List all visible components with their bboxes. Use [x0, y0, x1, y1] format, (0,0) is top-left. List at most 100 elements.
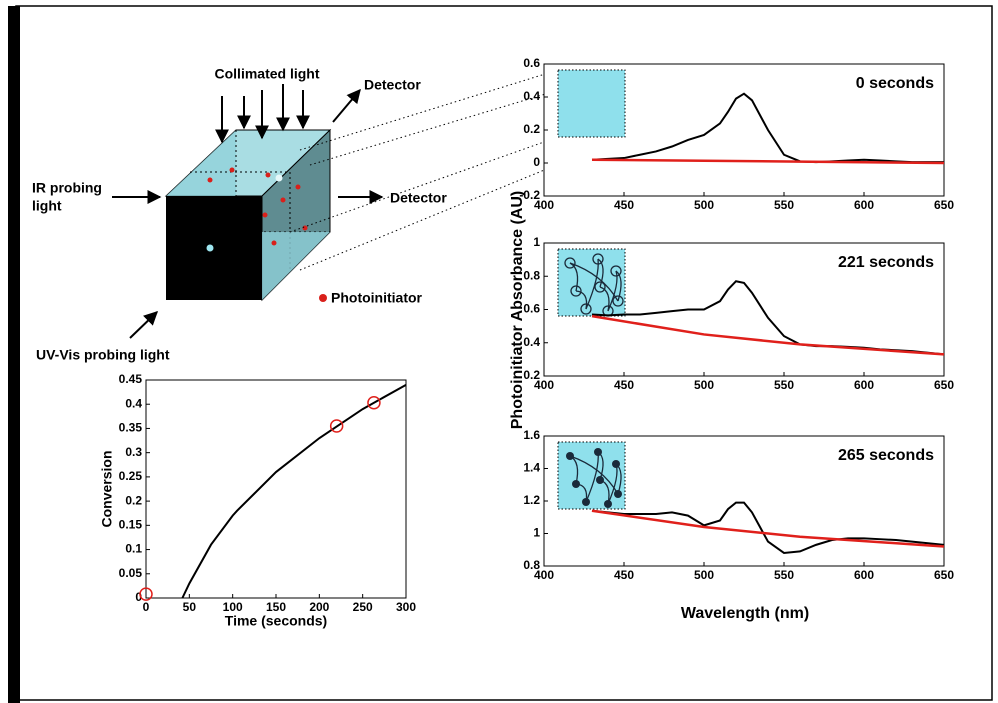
arrows [112, 84, 384, 339]
y-tick-label: 0.4 [523, 89, 540, 103]
y-tick-label: 1.4 [523, 461, 540, 475]
x-tick-label: 50 [183, 600, 197, 614]
x-tick-label: 500 [694, 568, 714, 582]
label: Collimated light [215, 66, 320, 82]
x-tick-label: 550 [774, 198, 794, 212]
data-line [591, 314, 945, 356]
data-point [367, 396, 381, 410]
x-tick-label: 450 [614, 198, 634, 212]
y-tick-label: 0.4 [523, 335, 540, 349]
y-tick-label: 0.4 [125, 396, 142, 410]
legend-dot [319, 294, 327, 302]
y-axis-label: Conversion [99, 450, 115, 527]
crosslink [596, 476, 604, 484]
label: Detector [390, 190, 447, 206]
data-line [591, 509, 945, 548]
strand [569, 455, 619, 495]
y-tick-label: 0.3 [125, 445, 142, 459]
left-bar [8, 6, 20, 703]
y-axis-label: Photoinitiator Absorbance (AU) [509, 191, 526, 430]
y-tick-label: 0.2 [125, 493, 142, 507]
crosslink [572, 480, 580, 488]
y-tick-label: 0.2 [523, 368, 540, 382]
x-tick-label: 500 [694, 378, 714, 392]
coil [594, 281, 606, 293]
cube [164, 128, 332, 302]
y-tick-label: 0.8 [523, 558, 540, 572]
inset [557, 248, 626, 317]
y-tick-label: 0.6 [523, 56, 540, 70]
y-tick-label: 1 [533, 235, 540, 249]
plot-area [145, 379, 407, 599]
crosslink [614, 490, 622, 498]
x-tick-label: 200 [309, 600, 329, 614]
y-tick-label: 0.25 [119, 469, 143, 483]
data-line [591, 158, 945, 165]
x-axis-label: Time (seconds) [225, 613, 327, 629]
x-tick-label: 450 [614, 378, 634, 392]
strand [585, 451, 599, 503]
coil [610, 265, 622, 277]
inset [557, 69, 626, 138]
y-tick-label: 0 [135, 590, 142, 604]
strand [575, 290, 588, 310]
x-tick-label: 650 [934, 378, 954, 392]
data-point [139, 587, 153, 601]
chart-title: 221 seconds [838, 254, 934, 271]
strand [599, 286, 610, 312]
x-tick-label: 550 [774, 568, 794, 582]
coil [570, 285, 582, 297]
y-tick-label: 0.8 [523, 268, 540, 282]
x-tick-label: 600 [854, 198, 874, 212]
x-tick-label: 400 [534, 568, 554, 582]
y-tick-label: -0.2 [519, 188, 540, 202]
x-tick-label: 600 [854, 378, 874, 392]
x-tick-label: 150 [266, 600, 286, 614]
x-tick-label: 400 [534, 378, 554, 392]
x-tick-label: 550 [774, 378, 794, 392]
y-tick-label: 0.1 [125, 542, 142, 556]
network-sketch [566, 448, 622, 508]
chart-title: 0 seconds [856, 75, 934, 92]
x-tick-label: 500 [694, 198, 714, 212]
chart-title: 265 seconds [838, 447, 934, 464]
x-tick-label: 650 [934, 568, 954, 582]
crosslink [604, 500, 612, 508]
x-tick-label: 100 [223, 600, 243, 614]
y-tick-label: 0.05 [119, 566, 143, 580]
x-tick-label: 450 [614, 568, 634, 582]
y-tick-label: 0 [533, 155, 540, 169]
y-tick-label: 0.2 [523, 122, 540, 136]
y-tick-label: 0.35 [119, 421, 143, 435]
data-line [591, 92, 944, 164]
crosslink [582, 498, 590, 506]
label: Photoinitiator [331, 290, 423, 306]
y-tick-label: 0.15 [119, 518, 143, 532]
y-tick-label: 1.6 [523, 428, 540, 442]
x-tick-label: 600 [854, 568, 874, 582]
label: UV-Vis probing light [36, 347, 170, 363]
x-tick-label: 250 [353, 600, 373, 614]
label: IR probing [32, 180, 102, 196]
x-axis-label: Wavelength (nm) [681, 605, 809, 622]
inset [557, 441, 626, 510]
y-tick-label: 1 [533, 526, 540, 540]
strand [607, 463, 618, 505]
data-point [329, 419, 344, 433]
strand [585, 258, 599, 310]
label: Detector [364, 77, 421, 93]
y-tick-label: 0.6 [523, 302, 540, 316]
strand [597, 258, 604, 288]
y-tick-label: 1.2 [523, 493, 540, 507]
strand [615, 270, 622, 302]
coil [612, 295, 624, 307]
coil [580, 303, 592, 315]
y-tick-label: 0.45 [119, 372, 143, 386]
data-line [181, 383, 407, 599]
label: light [32, 198, 62, 214]
x-tick-label: 400 [534, 198, 554, 212]
network-sketch [564, 253, 624, 317]
x-tick-label: 650 [934, 198, 954, 212]
coil [564, 257, 576, 269]
